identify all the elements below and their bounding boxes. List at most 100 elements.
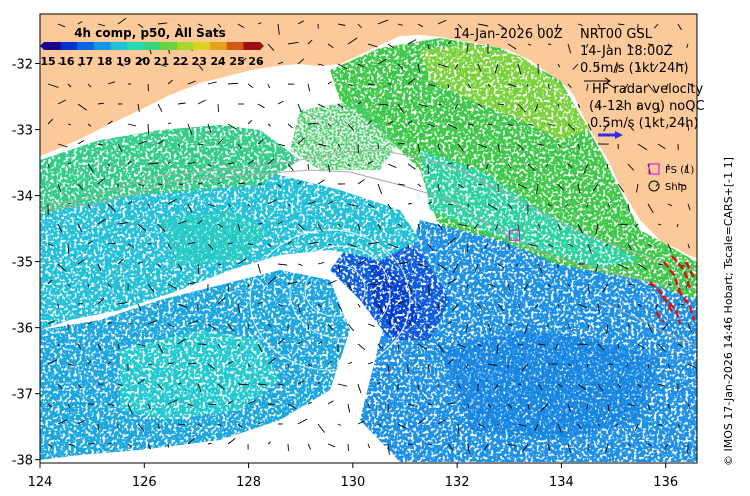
- velocity-arrow: [447, 443, 454, 451]
- colorbar-tick-label: 20: [135, 55, 151, 68]
- velocity-arrow: [277, 303, 283, 307]
- velocity-arrow: [117, 222, 129, 225]
- velocity-arrow: [647, 443, 653, 447]
- velocity-arrow: [547, 283, 551, 288]
- velocity-arrow: [347, 443, 349, 452]
- velocity-arrow: [337, 103, 344, 109]
- velocity-arrow: [217, 343, 221, 348]
- velocity-arrow: [627, 243, 633, 251]
- colorbar-swatch: [60, 42, 78, 50]
- velocity-arrow: [357, 383, 362, 394]
- velocity-arrow: [97, 297, 105, 305]
- velocity-arrow: [517, 103, 526, 113]
- velocity-arrow: [577, 303, 587, 309]
- velocity-arrow: [666, 123, 669, 129]
- velocity-arrow: [497, 143, 500, 152]
- velocity-arrow: [217, 263, 222, 266]
- velocity-arrow: [347, 83, 353, 87]
- velocity-arrow: [557, 103, 560, 108]
- velocity-arrow: [357, 343, 366, 351]
- velocity-arrow: [687, 323, 693, 333]
- velocity-arrow: [687, 123, 690, 131]
- velocity-arrow: [657, 223, 662, 226]
- colorbar-tick-label: 15: [40, 55, 55, 68]
- velocity-arrow: [157, 223, 166, 233]
- velocity-arrow: [477, 303, 483, 311]
- velocity-arrow: [287, 443, 289, 451]
- velocity-arrow: [177, 143, 181, 148]
- velocity-arrow: [597, 103, 601, 110]
- velocity-arrow: [487, 323, 492, 331]
- velocity-arrow: [454, 63, 459, 70]
- velocity-arrow: [387, 443, 390, 455]
- velocity-arrow: [77, 103, 88, 111]
- velocity-arrow: [467, 83, 472, 89]
- colorbar-tick-label: 16: [59, 55, 75, 68]
- velocity-arrow: [357, 101, 362, 105]
- velocity-arrow: [357, 179, 365, 185]
- ship-legend-label: Ship: [665, 182, 687, 193]
- velocity-arrow: [267, 357, 277, 365]
- velocity-arrow: [507, 443, 517, 447]
- velocity-arrow: [267, 199, 277, 205]
- velocity-arrow: [137, 261, 143, 265]
- fs-legend-label: FS (1): [665, 165, 694, 176]
- velocity-arrow: [517, 143, 524, 151]
- velocity-arrow: [534, 303, 539, 309]
- velocity-arrow: [497, 263, 505, 269]
- velocity-arrow: [187, 161, 196, 165]
- velocity-arrow: [617, 223, 628, 226]
- velocity-arrow: [377, 58, 388, 65]
- velocity-arrow: [567, 403, 572, 412]
- velocity-arrow: [217, 62, 224, 65]
- velocity-arrow: [517, 23, 521, 29]
- velocity-arrow: [317, 63, 324, 66]
- colorbar-swatch: [77, 42, 95, 50]
- velocity-arrow: [454, 103, 459, 110]
- velocity-arrow: [227, 438, 236, 445]
- colorbar-swatch: [93, 42, 111, 50]
- velocity-arrow: [277, 61, 284, 65]
- velocity-arrow: [97, 218, 106, 225]
- velocity-arrow: [667, 43, 673, 48]
- velocity-arrow: [687, 203, 691, 211]
- velocity-arrow: [187, 123, 193, 135]
- velocity-arrow: [307, 201, 316, 205]
- velocity-arrow: [327, 81, 332, 85]
- x-tick-label: 128: [236, 475, 261, 490]
- velocity-arrow: [377, 423, 381, 427]
- velocity-arrow: [307, 122, 319, 125]
- velocity-arrow: [407, 39, 417, 45]
- velocity-arrow: [367, 323, 375, 327]
- velocity-arrow: [587, 283, 591, 294]
- velocity-arrow: [545, 163, 549, 167]
- velocity-arrow: [657, 343, 666, 352]
- velocity-arrow: [237, 343, 241, 347]
- velocity-arrow: [187, 403, 194, 407]
- velocity-arrow: [357, 420, 366, 425]
- velocity-arrow: [307, 323, 309, 330]
- velocity-arrow: [537, 143, 545, 146]
- velocity-arrow: [517, 343, 524, 346]
- velocity-arrow: [87, 360, 92, 365]
- velocity-arrow: [57, 62, 61, 65]
- colorbar-low-cap: [40, 42, 44, 50]
- velocity-arrow: [407, 78, 416, 85]
- velocity-arrow: [447, 359, 454, 365]
- velocity-arrow: [397, 103, 404, 114]
- velocity-arrow: [647, 243, 652, 247]
- velocity-arrow: [167, 283, 177, 289]
- velocity-arrow: [57, 263, 67, 272]
- velocity-arrow: [87, 321, 92, 325]
- velocity-arrow: [137, 378, 145, 385]
- hf-scale-arrowhead: [615, 131, 623, 139]
- velocity-arrow: [547, 203, 552, 207]
- velocity-arrow: [157, 63, 167, 67]
- velocity-arrow: [207, 163, 212, 167]
- velocity-arrow: [217, 383, 225, 390]
- velocity-arrow: [207, 243, 214, 250]
- velocity-arrow: [667, 363, 671, 369]
- velocity-arrow: [337, 143, 341, 148]
- velocity-arrow: [297, 380, 304, 385]
- velocity-arrow: [397, 343, 400, 352]
